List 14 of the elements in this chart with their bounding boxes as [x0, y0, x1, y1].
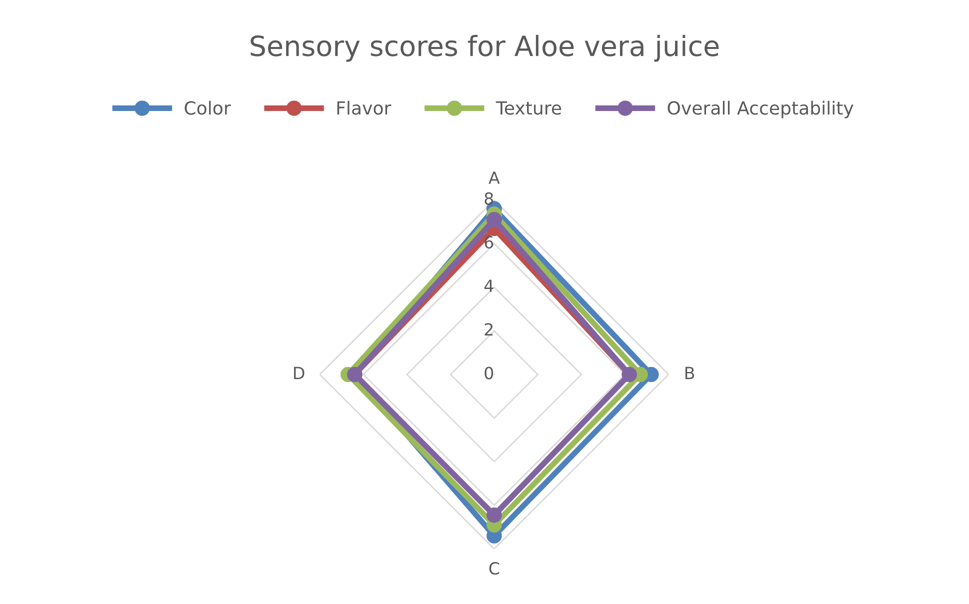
y-tick-label: 0: [484, 366, 494, 380]
y-tick-label: 6: [484, 236, 494, 248]
spoke-label: C: [489, 562, 500, 575]
chart-title: Sensory scores for Aloe vera juice: [250, 34, 719, 62]
y-tick-label: 4: [484, 280, 494, 292]
legend-label: Color: [184, 100, 231, 115]
spoke-label: D: [294, 366, 304, 380]
spoke-label: A: [488, 172, 500, 184]
y-tick-label: 8: [484, 192, 494, 205]
spoke-label: B: [685, 366, 694, 380]
y-tick-label: 2: [484, 323, 493, 336]
legend-label: Overall Acceptability: [668, 100, 854, 118]
legend-label: Texture: [496, 101, 562, 115]
legend-label: Flavor: [337, 100, 392, 115]
